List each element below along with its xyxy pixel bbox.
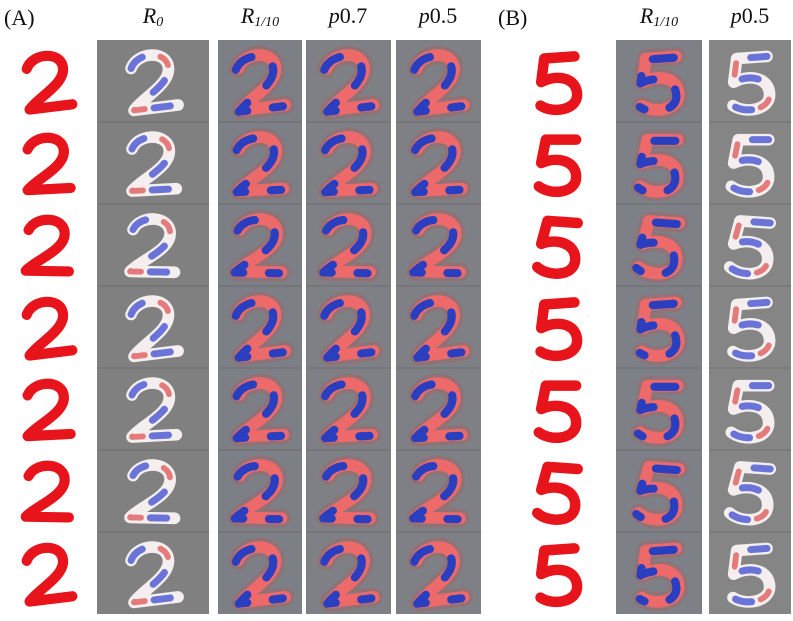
header-subscript: 1/10 <box>254 15 279 30</box>
header-subscript: 0 <box>156 15 163 30</box>
header-main: R <box>639 3 654 28</box>
header-main: p <box>729 3 742 28</box>
digit <box>28 138 71 190</box>
column-header: R1/10 <box>240 3 279 30</box>
column-header: p0.5 <box>417 3 458 28</box>
image-panel <box>97 40 209 614</box>
header-main: R <box>142 3 157 28</box>
digit <box>26 54 73 109</box>
panel-label: (B) <box>498 5 527 30</box>
image-column <box>218 40 302 614</box>
digit <box>28 384 71 436</box>
header-subscript: 1/10 <box>653 15 678 30</box>
column-header: p0.5 <box>729 3 770 28</box>
header-rest: 0.5 <box>430 3 458 28</box>
digit <box>539 140 576 192</box>
digit <box>537 220 578 275</box>
column-header: R0 <box>142 3 163 30</box>
header-rest: 0.7 <box>340 3 368 28</box>
image-column <box>26 54 73 601</box>
panel-label: (A) <box>4 5 35 30</box>
digit <box>537 56 578 111</box>
image-column <box>97 40 209 614</box>
header-main: p <box>327 3 340 28</box>
header-main: p <box>417 3 430 28</box>
image-column <box>396 40 481 614</box>
image-column <box>709 40 791 614</box>
image-column <box>306 40 391 614</box>
digit <box>26 218 73 273</box>
image-column <box>537 56 578 603</box>
figure: (A) (B) R0R1/10p0.7p0.5R1/10p0.5 <box>0 0 793 621</box>
digit <box>537 302 578 357</box>
header-rest: 0.5 <box>742 3 770 28</box>
image-column <box>616 40 702 614</box>
digit <box>26 464 73 519</box>
digit <box>537 548 578 603</box>
header-main: R <box>240 3 255 28</box>
panels <box>26 40 791 614</box>
digit <box>26 300 73 355</box>
digit <box>26 546 73 601</box>
digit <box>537 466 578 521</box>
digit <box>539 386 576 438</box>
column-header: R1/10 <box>639 3 678 30</box>
column-header: p0.7 <box>327 3 368 28</box>
